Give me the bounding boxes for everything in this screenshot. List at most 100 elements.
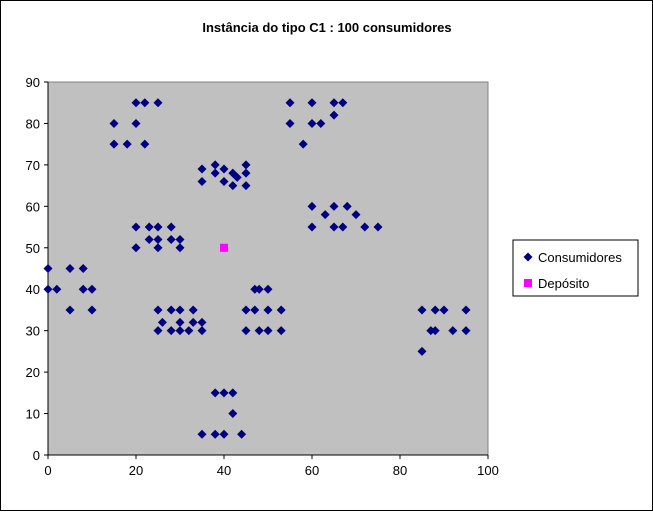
consumer-point: [175, 243, 185, 253]
consumer-point: [131, 98, 141, 108]
consumer-point: [109, 139, 119, 149]
y-tick-label: 80: [26, 116, 40, 131]
legend: Consumidores Depósito: [512, 239, 639, 297]
consumer-point: [219, 388, 229, 398]
consumer-point: [166, 326, 176, 336]
consumer-point: [263, 326, 273, 336]
consumer-point: [175, 305, 185, 315]
consumer-point: [78, 284, 88, 294]
y-tick-label: 30: [26, 324, 40, 339]
consumer-point: [87, 305, 97, 315]
x-tick-label: 60: [305, 463, 319, 478]
consumer-point: [144, 234, 154, 244]
consumer-point: [250, 305, 260, 315]
consumer-point: [43, 284, 53, 294]
y-tick-label: 0: [33, 448, 40, 463]
chart-title: Instância do tipo C1 : 100 consumidores: [202, 20, 451, 35]
x-tick-label: 40: [217, 463, 231, 478]
consumer-point: [87, 284, 97, 294]
consumer-point: [285, 98, 295, 108]
consumer-point: [241, 181, 251, 191]
consumer-point: [351, 210, 361, 220]
legend-box: [512, 239, 639, 297]
consumer-point: [52, 284, 62, 294]
consumer-point: [417, 305, 427, 315]
consumer-point: [140, 139, 150, 149]
consumer-point: [263, 284, 273, 294]
y-tick-label: 10: [26, 407, 40, 422]
consumer-point: [360, 222, 370, 232]
consumer-point: [197, 164, 207, 174]
consumer-point: [188, 317, 198, 327]
consumer-point: [43, 264, 53, 273]
consumer-point: [166, 305, 176, 315]
x-tick-label: 100: [477, 463, 499, 478]
legend-label: Depósito: [538, 276, 589, 291]
consumer-point: [241, 305, 251, 315]
consumer-point: [65, 305, 75, 315]
consumer-point: [197, 176, 207, 186]
legend-consumer-marker: [523, 252, 533, 262]
consumer-point: [461, 326, 471, 336]
consumer-point: [307, 222, 317, 232]
consumer-point: [197, 326, 207, 336]
consumer-point: [338, 222, 348, 232]
legend-depot-marker: [524, 279, 532, 287]
axes: 0 20 40 60 80 100 0 10 20 30 40 50 60 70 80 90: [26, 75, 499, 478]
y-tick-label: 20: [26, 365, 40, 380]
consumer-point: [131, 243, 141, 253]
consumer-point: [307, 201, 317, 211]
consumer-point: [175, 317, 185, 327]
consumer-point: [373, 222, 383, 232]
consumer-point: [210, 160, 220, 170]
consumer-point: [153, 326, 163, 336]
consumer-point: [78, 264, 88, 273]
consumer-point: [254, 326, 264, 336]
consumer-point: [241, 168, 251, 178]
consumer-point: [263, 305, 273, 315]
consumer-point: [210, 429, 220, 439]
consumer-point: [153, 222, 163, 232]
consumer-point: [65, 264, 75, 273]
consumer-point: [144, 222, 154, 232]
consumer-point: [131, 118, 141, 128]
consumer-point: [228, 181, 238, 191]
x-tick-label: 20: [129, 463, 143, 478]
consumer-point: [175, 234, 185, 244]
consumer-point: [430, 305, 440, 315]
consumer-point: [298, 139, 308, 149]
consumer-point: [329, 98, 339, 108]
consumer-point: [188, 305, 198, 315]
consumer-point: [320, 210, 330, 220]
consumer-point: [153, 243, 163, 253]
consumer-point: [219, 164, 229, 174]
consumer-point: [166, 234, 176, 244]
consumer-point: [276, 326, 286, 336]
consumer-point: [329, 201, 339, 211]
consumer-point: [197, 429, 207, 439]
consumer-point: [285, 118, 295, 128]
consumer-point: [219, 429, 229, 439]
consumer-point: [175, 326, 185, 336]
consumer-point: [153, 305, 163, 315]
consumer-point: [338, 98, 348, 108]
consumer-point: [232, 172, 242, 182]
y-tick-label: 50: [26, 241, 40, 256]
legend-label: Consumidores: [538, 250, 622, 265]
consumer-point: [329, 222, 339, 232]
consumer-point: [307, 118, 317, 128]
y-tick-label: 90: [26, 75, 40, 90]
consumer-point: [219, 176, 229, 186]
data-points: [43, 98, 471, 439]
consumer-point: [316, 118, 326, 128]
consumer-point: [241, 326, 251, 336]
depot-point: [220, 243, 228, 252]
consumer-point: [342, 201, 352, 211]
consumer-point: [184, 326, 194, 336]
y-tick-label: 70: [26, 158, 40, 173]
consumer-point: [254, 284, 264, 294]
consumer-point: [122, 139, 132, 149]
consumer-point: [153, 234, 163, 244]
